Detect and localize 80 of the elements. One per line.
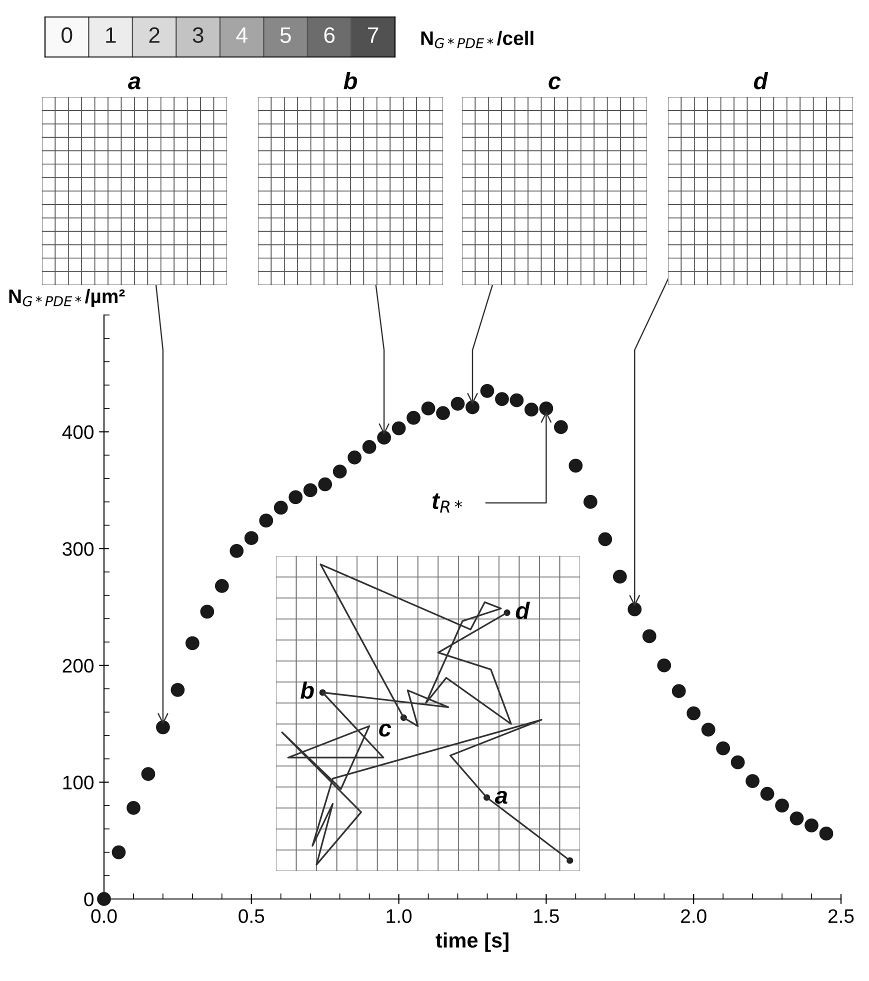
y-tick-label: 300 (62, 542, 94, 556)
annotation: a (128, 76, 140, 90)
point (790, 811, 804, 826)
point (214, 579, 229, 593)
color-bar-label: 4 (236, 27, 248, 43)
point (819, 826, 834, 841)
point (510, 393, 524, 408)
x-tick-label: 0.0 (91, 909, 117, 924)
point (554, 420, 568, 434)
annotation: a (494, 790, 508, 804)
point (288, 490, 303, 504)
point (170, 682, 185, 697)
point (332, 464, 347, 478)
x-tick-label: 1.5 (534, 909, 559, 924)
point (612, 570, 627, 584)
y-axis-title: N$_{G*PDE*}$/µm² (9, 288, 125, 307)
x-tick-label: 1.0 (386, 909, 412, 924)
annotation: t$_{R*}$ (432, 493, 462, 513)
point (716, 741, 730, 756)
point (112, 845, 126, 860)
point (274, 500, 288, 515)
point (760, 786, 774, 801)
x-tick-label: 2.0 (681, 909, 706, 924)
x-tick-label: 0.5 (238, 909, 264, 924)
color-bar-label: 6 (324, 27, 335, 43)
x-axis-title: time [s] (436, 932, 508, 952)
annotation: c (379, 724, 392, 737)
annotation: b (300, 681, 314, 699)
point (392, 421, 406, 436)
annotation: d (516, 602, 530, 620)
point (495, 392, 509, 406)
point (686, 706, 701, 720)
point (230, 544, 244, 558)
point (804, 818, 818, 832)
point (730, 755, 745, 770)
point (421, 401, 436, 416)
point (303, 483, 318, 498)
point (318, 477, 332, 492)
point (628, 602, 642, 616)
point (348, 450, 362, 464)
color-bar-label: 3 (192, 27, 204, 43)
point (156, 720, 170, 734)
y-tick-label: 200 (62, 658, 94, 673)
point (568, 458, 583, 473)
point (259, 514, 274, 528)
x-tick-label: 2.5 (828, 909, 854, 924)
color-bar-label: 2 (149, 27, 160, 43)
point (406, 410, 420, 425)
point (362, 440, 376, 454)
y-tick-label: 400 (62, 425, 94, 440)
point (657, 658, 672, 672)
point (775, 798, 789, 813)
annotation: c (548, 76, 561, 90)
point (377, 430, 392, 445)
point (97, 892, 111, 906)
point (524, 402, 538, 417)
color-bar-title: N$_{G*PDE*}$/cell (421, 30, 534, 48)
point (466, 400, 480, 414)
point (244, 531, 258, 546)
y-tick-label: 100 (63, 776, 94, 790)
color-bar-label: 1 (106, 27, 116, 43)
point (185, 636, 200, 650)
point (672, 684, 686, 698)
point (539, 401, 554, 416)
annotation: d (754, 72, 768, 90)
point (480, 384, 494, 398)
color-bar-label: 7 (368, 27, 378, 43)
point (642, 629, 656, 644)
point (436, 406, 450, 420)
point (598, 532, 612, 546)
point (200, 604, 214, 619)
color-bar-label: 5 (280, 27, 291, 43)
point (141, 767, 156, 781)
point (701, 722, 716, 737)
point (583, 494, 598, 509)
point (746, 774, 760, 788)
point (126, 800, 140, 815)
point (450, 396, 465, 411)
y-tick-label: 0 (84, 892, 94, 906)
annotation: b (344, 72, 358, 90)
